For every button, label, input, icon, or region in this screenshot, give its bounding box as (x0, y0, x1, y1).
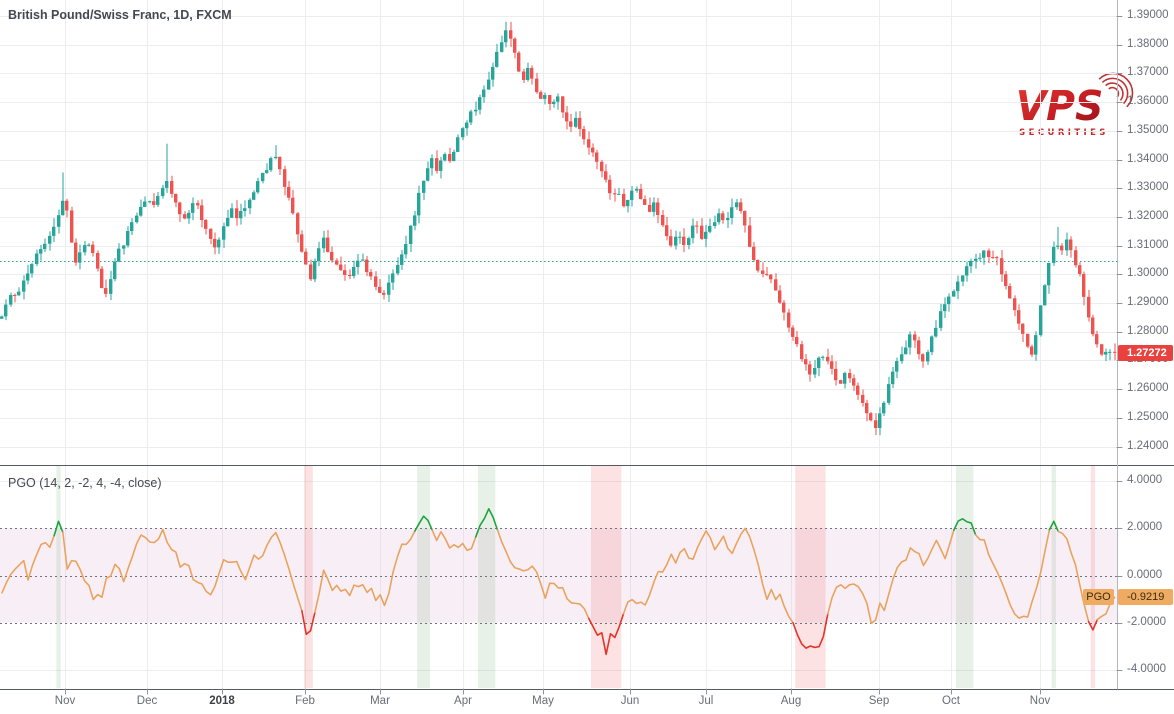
price-axis-label: 1.29000 (1127, 296, 1169, 308)
time-axis-label: Jul (698, 695, 714, 707)
price-axis[interactable]: 1.39000 1.38000 1.37000 1.36000 1.35000 1.340… (1117, 0, 1174, 689)
price-axis-label: 1.37000 (1127, 66, 1169, 79)
last-price-label: 1.27272 (1118, 344, 1173, 361)
price-axis-label: 1.25000 (1127, 410, 1169, 423)
price-axis-label: 1.30000 (1127, 267, 1169, 280)
pgo-axis-label: 2.0000 (1127, 521, 1163, 534)
pgo-axis-label: 0.0000 (1127, 568, 1163, 581)
pgo-value-label: -0.9219 (1118, 589, 1173, 606)
price-axis-label: 1.31000 (1127, 238, 1169, 251)
pgo-axis-label: -4.0000 (1127, 662, 1167, 675)
time-axis-label: Oct (942, 695, 960, 707)
pgo-floating-label: PGO (1083, 589, 1114, 606)
pgo-axis-label: -2.0000 (1127, 615, 1167, 628)
time-axis[interactable]: Nov Dec 2018 Feb Mar Apr May Jun Jul Aug Sep Oct Nov (0, 689, 1174, 714)
price-axis-label: 1.26000 (1127, 382, 1169, 395)
price-axis-label: 1.28000 (1127, 324, 1169, 337)
price-axis-label: 1.39000 (1127, 9, 1169, 21)
pgo-axis-label: 4.0000 (1127, 474, 1163, 487)
price-axis-label: 1.38000 (1127, 37, 1169, 50)
time-axis-label: Mar (370, 695, 390, 707)
time-axis-label: Aug (780, 695, 802, 707)
chart-title: British Pound/Swiss Franc, 1D, FXCM (8, 8, 232, 22)
time-axis-label: Apr (454, 695, 472, 707)
time-axis-label: Nov (1029, 695, 1051, 707)
time-axis-label: Nov (54, 695, 76, 707)
price-axis-label: 1.35000 (1127, 123, 1169, 136)
time-axis-label: 2018 (209, 695, 235, 707)
time-axis-label: Feb (295, 695, 315, 707)
price-axis-label: 1.24000 (1127, 439, 1169, 452)
price-axis-label: 1.36000 (1127, 95, 1169, 108)
pgo-indicator-title: PGO (14, 2, -2, 4, -4, close) (8, 476, 162, 490)
price-axis-label: 1.34000 (1127, 152, 1169, 165)
time-axis-label: Dec (136, 695, 158, 707)
price-axis-label: 1.33000 (1127, 181, 1169, 194)
price-axis-label: 1.32000 (1127, 209, 1169, 222)
time-axis-label: Sep (868, 695, 890, 707)
time-axis-label: May (532, 695, 554, 707)
time-axis-label: Jun (620, 695, 640, 707)
